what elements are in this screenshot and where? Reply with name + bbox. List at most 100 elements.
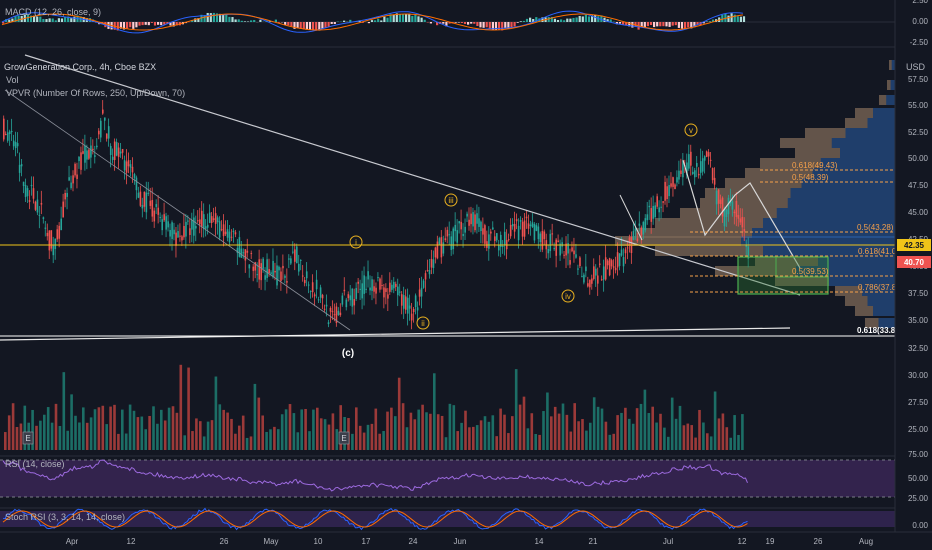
- candle-body: [60, 218, 63, 231]
- stoch-legend[interactable]: Stoch RSI (3, 3, 14, 14, close): [5, 512, 125, 522]
- candle-body: [78, 156, 80, 162]
- rsi-legend[interactable]: RSI (14, close): [5, 459, 65, 469]
- time-axis[interactable]: Apr 12 26 May 10 17 24 Jun 14 21 Jul 12 19 26 Aug: [0, 531, 932, 550]
- wave-label-circle[interactable]: [349, 235, 363, 249]
- candle-body: [155, 204, 158, 207]
- candle-body: [335, 306, 338, 323]
- candle-body: [511, 224, 514, 227]
- volume-profile-row: [795, 148, 895, 158]
- volume-bar: [542, 411, 545, 450]
- candle-body: [244, 249, 247, 261]
- projection-path[interactable]: [682, 159, 801, 269]
- vpvr-legend[interactable]: VPVR (Number Of Rows, 250, Up/Down, 70): [6, 88, 185, 98]
- wave-label-circle[interactable]: [684, 123, 698, 137]
- candle-body: [458, 221, 460, 224]
- hline-price-badge[interactable]: [897, 239, 931, 251]
- macd-histogram-bar: [470, 22, 473, 24]
- earnings-badge[interactable]: [22, 431, 34, 445]
- candle-body: [262, 258, 264, 269]
- volume-bar: [249, 436, 253, 450]
- macd-pane[interactable]: [0, 10, 895, 48]
- price-legend-title[interactable]: GrowGeneration Corp., 4h, Cboe BZX: [4, 62, 156, 72]
- trendline-upper[interactable]: [24, 54, 801, 296]
- time-axis-tick: 26: [220, 537, 229, 546]
- macd-histogram-bar: [671, 22, 674, 26]
- candle-body: [719, 199, 722, 205]
- support-line[interactable]: [0, 327, 791, 341]
- wave-label-circle[interactable]: [444, 193, 458, 207]
- fib-levels[interactable]: 0.618(49.43) 0.5(48.39) 0.5(43.28) 0.618(41…: [0, 161, 904, 337]
- macd-histogram-bar: [147, 22, 150, 26]
- time-axis-tick: 12: [738, 537, 747, 546]
- candle-body: [725, 209, 728, 218]
- projection-segment[interactable]: [619, 194, 643, 241]
- candle-body: [107, 126, 110, 139]
- fib-label-f0618_top: 0.618(49.43): [792, 161, 838, 170]
- candle-body: [319, 287, 322, 298]
- candle-body: [234, 232, 237, 235]
- volume-bar: [66, 430, 69, 450]
- candle-body: [359, 288, 361, 290]
- candle-body: [644, 218, 647, 231]
- macd-histogram-bar: [237, 19, 240, 22]
- currency-label: USD: [906, 62, 925, 72]
- candle-body: [246, 250, 249, 253]
- candle-body: [563, 254, 565, 256]
- earnings-badge[interactable]: [338, 431, 350, 445]
- macd-histogram-bar: [380, 20, 383, 22]
- volume-bar: [160, 409, 163, 450]
- candle-body: [256, 274, 259, 276]
- macd-legend[interactable]: MACD (12, 26, close, 9): [5, 7, 101, 17]
- fib-label-f0618: 0.618(41.03): [858, 247, 904, 256]
- wave-label-circle[interactable]: [561, 289, 575, 303]
- candle-body: [515, 219, 518, 222]
- candle-body: [559, 243, 561, 256]
- candle-body: [133, 174, 136, 178]
- candle-body: [68, 177, 70, 181]
- candle-body: [391, 284, 393, 290]
- rsi-pane[interactable]: [0, 455, 895, 498]
- candle-body: [676, 177, 678, 183]
- candle-body: [747, 246, 750, 259]
- volume-bar: [163, 420, 167, 450]
- price-axis[interactable]: 2.50 0.00 -2.50 57.50 55.00 52.50 50.00 47.50 45…: [894, 0, 932, 532]
- candle-body: [705, 151, 708, 157]
- target-zone-inner[interactable]: [775, 256, 829, 278]
- volume-bar: [351, 433, 354, 450]
- volume-profile-row: [615, 236, 895, 246]
- macd-histogram-bar: [584, 14, 587, 22]
- macd-histogram-bar: [566, 18, 569, 22]
- stoch-rsi-pane[interactable]: [0, 507, 895, 531]
- vol-legend[interactable]: Vol: [6, 75, 19, 85]
- candlestick-series[interactable]: [3, 100, 750, 330]
- trendline-lower[interactable]: [4, 89, 351, 331]
- volume-profile-row: [700, 198, 895, 208]
- volume-bar: [436, 414, 440, 450]
- candle-body: [34, 201, 37, 210]
- volume-bar: [456, 431, 459, 450]
- macd-histogram-bar: [420, 17, 423, 22]
- candle-body: [713, 177, 716, 185]
- candle-body: [86, 150, 88, 160]
- macd-histogram-bar: [45, 19, 48, 22]
- volume-bar: [144, 429, 147, 450]
- volume-bar: [300, 409, 303, 450]
- macd-histogram-bar: [398, 14, 401, 22]
- candle-body: [232, 230, 235, 233]
- wave-label-circle[interactable]: [416, 316, 430, 330]
- volume-bar: [569, 431, 573, 450]
- volume-bar: [113, 404, 116, 450]
- macd-histogram-bar: [519, 21, 522, 22]
- volume-bar: [93, 409, 97, 450]
- macd-histogram-bar: [39, 16, 42, 22]
- macd-histogram-bar: [606, 19, 609, 22]
- candle-body: [717, 189, 720, 204]
- volume-bar: [475, 425, 479, 450]
- macd-histogram-bar: [287, 22, 290, 26]
- volume-bar: [7, 415, 11, 450]
- last-price-badge[interactable]: [897, 256, 931, 268]
- volume-bar: [82, 407, 85, 450]
- volume-profile-row-up: [845, 118, 868, 128]
- macd-histogram-bar: [284, 22, 287, 25]
